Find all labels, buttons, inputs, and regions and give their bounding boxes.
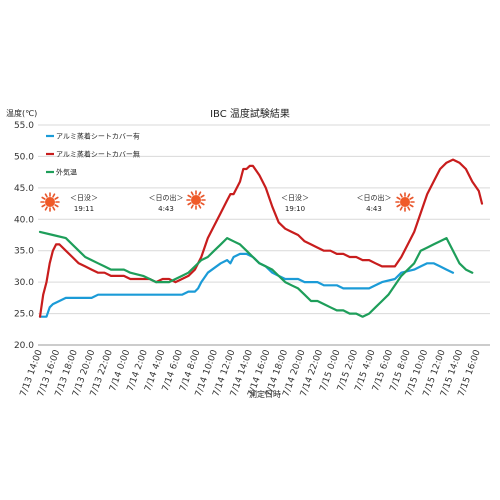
annotation-label: ＜日の出＞ — [357, 193, 392, 202]
annotation-time: 19:10 — [285, 205, 305, 213]
annotation-label: ＜日没＞ — [70, 193, 98, 202]
series-lines — [38, 158, 484, 318]
y-tick-label: 40.0 — [14, 215, 34, 225]
series-line-2 — [38, 158, 484, 318]
annotation-label: ＜日の出＞ — [149, 193, 184, 202]
sun-icon — [395, 192, 415, 212]
x-axis-title: 測定日時 — [249, 389, 281, 399]
moon-icon — [109, 192, 119, 212]
y-tick-label: 45.0 — [14, 184, 34, 194]
grid-lines — [38, 124, 490, 346]
y-tick-label: 20.0 — [14, 341, 34, 351]
series-line-1 — [38, 252, 455, 318]
legend-entry: アルミ蒸着シートカバー無 — [56, 150, 140, 159]
annotation-time: 4:43 — [366, 205, 382, 213]
y-tick-label: 55.0 — [14, 121, 34, 131]
chart-title: IBC 温度試験結果 — [210, 107, 290, 120]
y-tick-label: 50.0 — [14, 152, 34, 162]
y-tick-label: 25.0 — [14, 310, 34, 320]
annotation-label: ＜日没＞ — [281, 193, 309, 202]
y-tick-labels: 20.0 25.0 30.0 35.0 40.0 45.0 50.0 55.0 — [14, 121, 34, 351]
series-line-3 — [38, 230, 474, 318]
sun-icon — [40, 192, 60, 212]
sun-moon-annotations: ＜日没＞ 19:11 ＜日の出＞ 4:43 ＜日没＞ 19:10 ＜日の出＞ 4:43 — [40, 190, 415, 213]
legend-entry: アルミ蒸着シートカバー有 — [56, 132, 140, 141]
y-tick-label: 35.0 — [14, 247, 34, 257]
annotation-time: 4:43 — [158, 205, 174, 213]
sun-icon — [186, 190, 206, 210]
y-axis-title: 温度(℃) — [6, 108, 37, 118]
annotation-time: 19:11 — [74, 205, 94, 213]
moon-icon — [311, 192, 321, 212]
legend-entry: 外気温 — [56, 168, 77, 177]
x-tick-labels: 7/13 14:007/13 16:007/13 18:007/13 20:00… — [19, 348, 483, 398]
y-tick-label: 30.0 — [14, 278, 34, 288]
